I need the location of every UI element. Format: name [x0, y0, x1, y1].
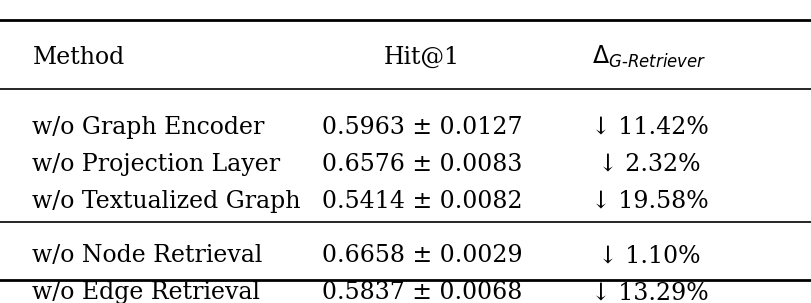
Text: ↓ 19.58%: ↓ 19.58% [590, 190, 707, 213]
Text: ↓ 2.32%: ↓ 2.32% [598, 153, 700, 176]
Text: 0.5414 ± 0.0082: 0.5414 ± 0.0082 [321, 190, 522, 213]
Text: w/o Node Retrieval: w/o Node Retrieval [32, 244, 263, 267]
Text: ↓ 1.10%: ↓ 1.10% [598, 244, 700, 267]
Text: w/o Edge Retrieval: w/o Edge Retrieval [32, 281, 260, 303]
Text: w/o Textualized Graph: w/o Textualized Graph [32, 190, 301, 213]
Text: w/o Graph Encoder: w/o Graph Encoder [32, 116, 264, 138]
Text: 0.6576 ± 0.0083: 0.6576 ± 0.0083 [322, 153, 521, 176]
Text: ↓ 11.42%: ↓ 11.42% [590, 116, 708, 138]
Text: 0.5837 ± 0.0068: 0.5837 ± 0.0068 [322, 281, 521, 303]
Text: Hit@1: Hit@1 [384, 46, 460, 69]
Text: Method: Method [32, 46, 125, 69]
Text: 0.5963 ± 0.0127: 0.5963 ± 0.0127 [322, 116, 521, 138]
Text: w/o Projection Layer: w/o Projection Layer [32, 153, 281, 176]
Text: ↓ 13.29%: ↓ 13.29% [590, 281, 707, 303]
Text: $\Delta_{G\text{-}Retriever}$: $\Delta_{G\text{-}Retriever}$ [591, 44, 706, 70]
Text: 0.6658 ± 0.0029: 0.6658 ± 0.0029 [321, 244, 522, 267]
